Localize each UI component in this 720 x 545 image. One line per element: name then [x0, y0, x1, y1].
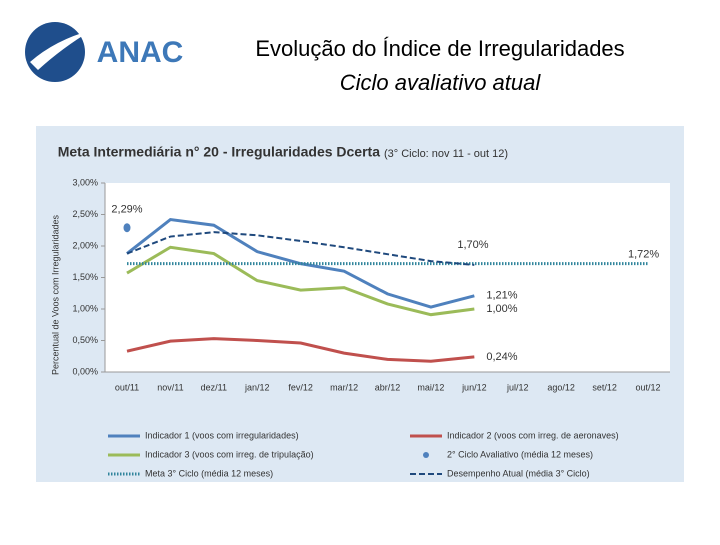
value-label: 2,29%: [111, 204, 142, 216]
y-tick-label: 1,00%: [72, 303, 98, 313]
legend-swatch: [423, 452, 429, 458]
marker: [123, 223, 131, 233]
logo-text: ANAC: [97, 36, 184, 69]
y-axis-label: Percentual de Voos com Irregularidades: [50, 214, 60, 375]
slide-subtitle: Ciclo avaliativo atual: [340, 70, 542, 95]
x-tick-label: abr/12: [375, 382, 401, 392]
x-tick-label: dez/11: [201, 382, 227, 392]
legend-label: Indicador 3 (voos com irreg. de tripulaç…: [145, 449, 314, 459]
logo: ANAC: [25, 22, 183, 82]
x-tick-label: mar/12: [330, 382, 358, 392]
x-tick-label: jan/12: [244, 382, 270, 392]
value-label: 1,00%: [486, 303, 517, 315]
x-tick-label: fev/12: [288, 382, 313, 392]
series-line: [126, 245, 475, 317]
y-tick-label: 0,50%: [72, 335, 98, 345]
x-tick-label: mai/12: [417, 382, 444, 392]
x-tick-label: jul/12: [506, 382, 529, 392]
value-label: 1,72%: [628, 249, 659, 261]
series-line: [126, 217, 475, 309]
y-tick-label: 2,50%: [72, 209, 98, 219]
x-tick-label: out/12: [635, 382, 660, 392]
value-label: 1,21%: [486, 290, 517, 302]
x-tick-label: nov/11: [157, 382, 183, 392]
series-line: [126, 337, 475, 363]
logo-swoosh: [30, 30, 92, 70]
chart-subtitle: (3° Ciclo: nov 11 - out 12): [384, 148, 508, 160]
legend-label: Indicador 1 (voos com irregularidades): [145, 430, 299, 440]
legend-label: Indicador 2 (voos com irreg. de aeronave…: [447, 430, 619, 440]
chart-title: Meta Intermediária n° 20 - Irregularidad…: [58, 144, 380, 160]
y-tick-label: 1,50%: [72, 272, 98, 282]
slide-title: Evolução do Índice de Irregularidades: [255, 36, 624, 61]
y-tick-label: 3,00%: [72, 177, 98, 187]
y-tick-label: 0,00%: [72, 366, 98, 376]
legend-label: Desempenho Atual (média 3° Ciclo): [447, 468, 590, 478]
y-tick-label: 2,00%: [72, 240, 98, 250]
legend-label: Meta 3° Ciclo (média 12 meses): [145, 468, 273, 478]
value-label: 1,70%: [457, 239, 488, 251]
x-tick-label: set/12: [592, 382, 617, 392]
plot-area: [105, 183, 670, 372]
legend-label: 2° Ciclo Avaliativo (média 12 meses): [447, 449, 593, 459]
x-tick-label: ago/12: [547, 382, 575, 392]
value-label: 0,24%: [486, 351, 517, 363]
x-tick-label: out/11: [115, 382, 139, 392]
x-tick-label: jun/12: [461, 382, 487, 392]
